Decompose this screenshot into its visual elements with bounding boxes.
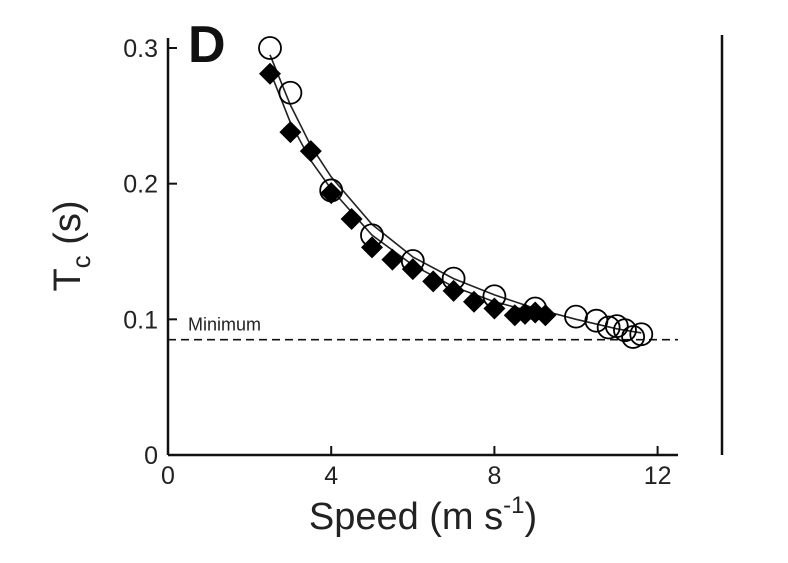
y-tick-label: 0.2 — [123, 171, 158, 199]
filled-diamond-point — [299, 140, 322, 163]
filled-diamond-point — [483, 297, 506, 320]
x-tick-label: 8 — [487, 462, 501, 490]
filled-diamond-point — [463, 290, 485, 313]
data-points — [258, 36, 654, 349]
y-tick-label: 0.3 — [123, 35, 158, 63]
open-circle-point — [400, 249, 425, 273]
open-circle-point — [523, 296, 548, 321]
x-tick-label: 12 — [644, 462, 672, 490]
minimum-reference-line: Minimum — [168, 315, 678, 341]
filled-diamond-point — [340, 207, 363, 230]
open-circle-point — [596, 315, 621, 340]
open-circle-point — [258, 36, 282, 60]
open-circle-point — [360, 223, 384, 248]
filled-diamond-point — [422, 270, 445, 293]
axis-ticks: 0 4 8 12 0 0.1 0.2 0.3 — [123, 35, 671, 490]
open-circle-point — [613, 318, 637, 343]
x-axis-label: Speed (m s-1) — [309, 492, 537, 538]
filled-diamond-point — [401, 258, 424, 281]
open-circle-point — [319, 178, 344, 203]
fit-curve — [269, 54, 642, 334]
open-circle-point — [482, 284, 507, 309]
y-tick-label: 0 — [144, 442, 158, 470]
filled-diamond-point — [534, 304, 557, 327]
open-circle-point — [584, 308, 609, 333]
x-tick-label: 0 — [161, 462, 175, 490]
open-circle-point — [629, 322, 654, 347]
filled-diamond-point — [320, 182, 343, 205]
filled-diamond-point — [259, 62, 281, 85]
open-circle-point — [441, 266, 466, 291]
fit-curve — [269, 70, 536, 314]
y-tick-label: 0.1 — [123, 306, 158, 334]
y-axis-label: Tc (s) — [47, 200, 96, 291]
filled-diamond-point — [279, 121, 302, 144]
minimum-label: Minimum — [188, 315, 261, 335]
x-tick-label: 4 — [324, 462, 338, 490]
filled-diamond-point — [361, 236, 383, 259]
open-circle-point — [278, 80, 303, 105]
panel-letter: D — [188, 16, 226, 74]
filled-diamond-point — [381, 248, 404, 271]
filled-diamond-point — [442, 279, 465, 302]
